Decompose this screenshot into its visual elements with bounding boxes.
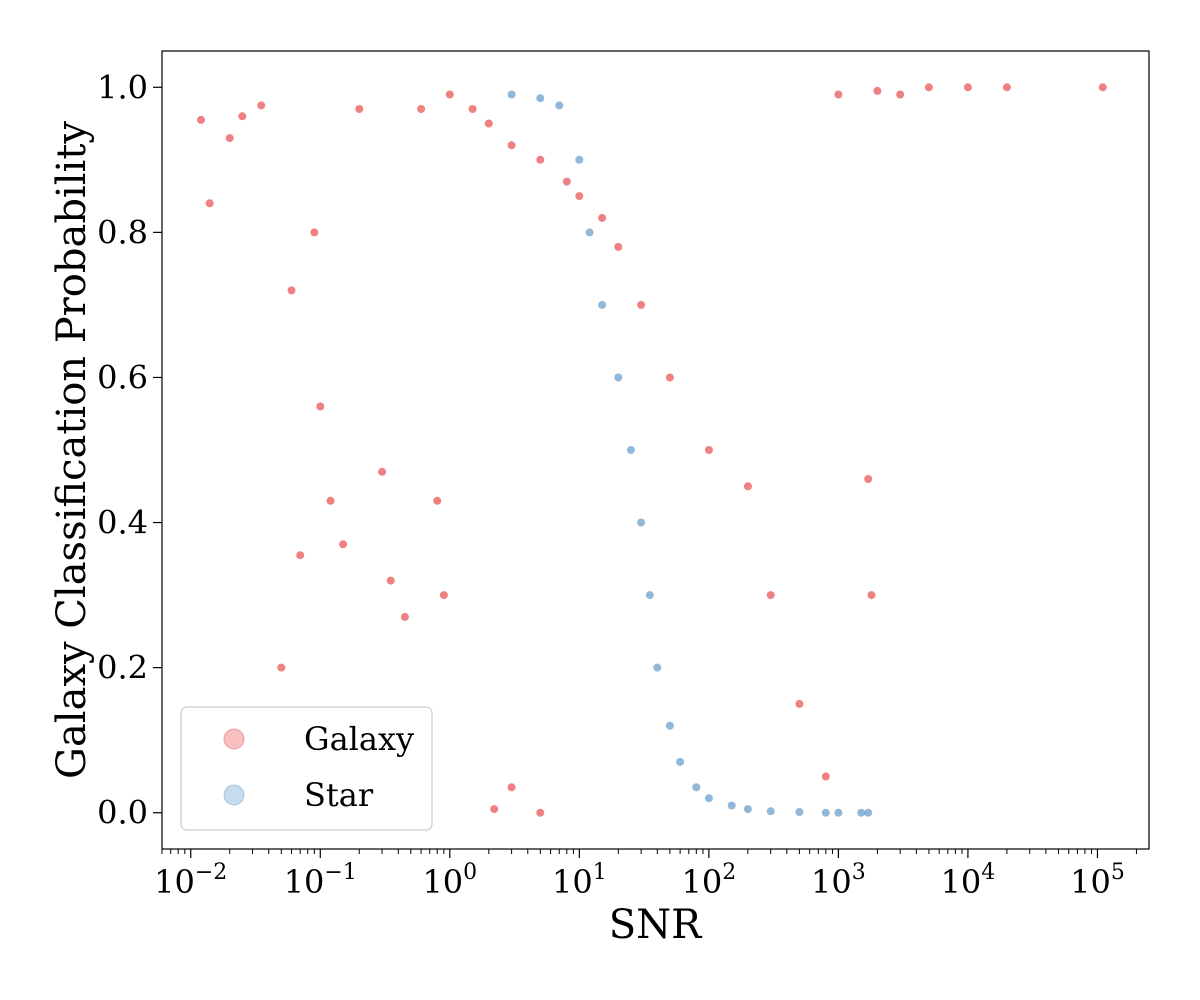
point-galaxy-45 <box>867 591 876 600</box>
point-galaxy-30 <box>614 242 623 251</box>
point-galaxy-40 <box>896 90 905 99</box>
point-galaxy-1 <box>205 199 214 208</box>
point-galaxy-14 <box>386 576 395 585</box>
y-tick-label-5: 1.0 <box>97 68 148 106</box>
point-galaxy-13 <box>378 467 387 476</box>
point-star-3 <box>575 155 584 164</box>
legend-marker-star <box>223 784 245 806</box>
x-tick-label-6: 104 <box>941 860 996 901</box>
legend-marker-galaxy <box>223 728 245 750</box>
point-galaxy-39 <box>873 86 882 95</box>
y-tick-label-1: 0.2 <box>97 649 148 687</box>
point-galaxy-26 <box>536 155 545 164</box>
point-galaxy-21 <box>507 783 516 792</box>
point-star-0 <box>507 90 516 99</box>
point-galaxy-29 <box>598 213 607 222</box>
point-galaxy-20 <box>490 805 499 814</box>
point-galaxy-22 <box>536 808 545 817</box>
point-galaxy-37 <box>821 772 830 781</box>
legend: Galaxy Star <box>180 706 433 831</box>
point-star-15 <box>727 801 736 810</box>
point-galaxy-16 <box>417 105 426 113</box>
plot-frame <box>161 50 1150 850</box>
point-star-10 <box>653 663 662 672</box>
point-star-14 <box>704 794 713 803</box>
x-tick-label-0: 10−2 <box>154 860 227 901</box>
point-galaxy-34 <box>743 482 752 491</box>
point-star-11 <box>665 721 674 730</box>
point-star-18 <box>795 808 804 816</box>
point-star-16 <box>743 805 752 814</box>
point-galaxy-4 <box>257 101 266 110</box>
point-galaxy-25 <box>507 141 516 150</box>
point-galaxy-17 <box>433 496 442 505</box>
y-tick-label-0: 0.0 <box>97 794 148 832</box>
point-galaxy-10 <box>326 496 335 505</box>
y-tick-label-3: 0.6 <box>97 358 148 396</box>
point-galaxy-24 <box>484 119 493 128</box>
point-star-1 <box>536 94 545 103</box>
legend-label-galaxy: Galaxy <box>304 720 414 758</box>
point-galaxy-35 <box>766 591 775 600</box>
point-galaxy-0 <box>197 115 205 124</box>
point-galaxy-5 <box>277 663 286 672</box>
y-axis-label: Galaxy Classification Probability <box>49 121 95 779</box>
x-axis-label: SNR <box>609 902 703 948</box>
point-galaxy-8 <box>310 228 319 237</box>
points-layer <box>197 83 1107 817</box>
x-tick-label-2: 100 <box>422 860 477 901</box>
y-tick-label-4: 0.8 <box>97 213 148 251</box>
x-tick-label-3: 101 <box>552 860 607 901</box>
point-galaxy-18 <box>439 591 448 600</box>
point-star-21 <box>857 808 866 817</box>
x-tick-label-5: 103 <box>811 860 866 901</box>
y-tick-label-2: 0.4 <box>97 504 148 542</box>
point-star-2 <box>555 101 564 110</box>
point-star-5 <box>598 300 607 309</box>
point-galaxy-31 <box>637 300 646 309</box>
point-galaxy-33 <box>704 446 713 454</box>
point-star-8 <box>637 518 646 527</box>
x-tick-label-1: 10−1 <box>284 860 357 901</box>
point-star-19 <box>821 808 830 817</box>
point-galaxy-9 <box>316 402 325 411</box>
point-galaxy-38 <box>834 90 843 99</box>
point-galaxy-41 <box>924 83 933 92</box>
point-star-22 <box>864 808 873 817</box>
point-galaxy-43 <box>1002 83 1011 92</box>
point-galaxy-42 <box>963 83 972 92</box>
point-galaxy-23 <box>468 105 477 113</box>
point-galaxy-44 <box>1098 83 1107 92</box>
legend-box <box>180 706 433 831</box>
point-galaxy-27 <box>562 177 571 186</box>
point-star-9 <box>645 591 654 600</box>
point-galaxy-3 <box>238 112 247 121</box>
ticks-layer: 10−2 10−1 100 101 102 103 104 105 0.0 0.2 0.4 0.6 0.… <box>97 68 1137 901</box>
point-galaxy-12 <box>355 105 364 113</box>
point-galaxy-7 <box>296 551 305 560</box>
point-star-12 <box>676 757 685 766</box>
point-galaxy-19 <box>445 90 454 99</box>
point-galaxy-46 <box>864 475 873 483</box>
point-galaxy-32 <box>665 373 674 382</box>
x-tick-label-4: 102 <box>682 860 737 901</box>
point-galaxy-28 <box>575 192 584 201</box>
point-star-7 <box>626 446 635 454</box>
point-galaxy-36 <box>795 699 804 708</box>
point-galaxy-6 <box>287 286 296 295</box>
point-galaxy-11 <box>339 540 348 549</box>
legend-label-star: Star <box>304 776 374 814</box>
point-star-17 <box>766 807 775 816</box>
x-tick-label-7: 105 <box>1070 860 1125 901</box>
point-galaxy-15 <box>400 612 409 621</box>
point-galaxy-2 <box>225 134 234 143</box>
point-star-6 <box>614 373 623 382</box>
point-star-4 <box>585 228 594 237</box>
point-star-20 <box>834 808 843 817</box>
point-star-13 <box>692 783 701 792</box>
